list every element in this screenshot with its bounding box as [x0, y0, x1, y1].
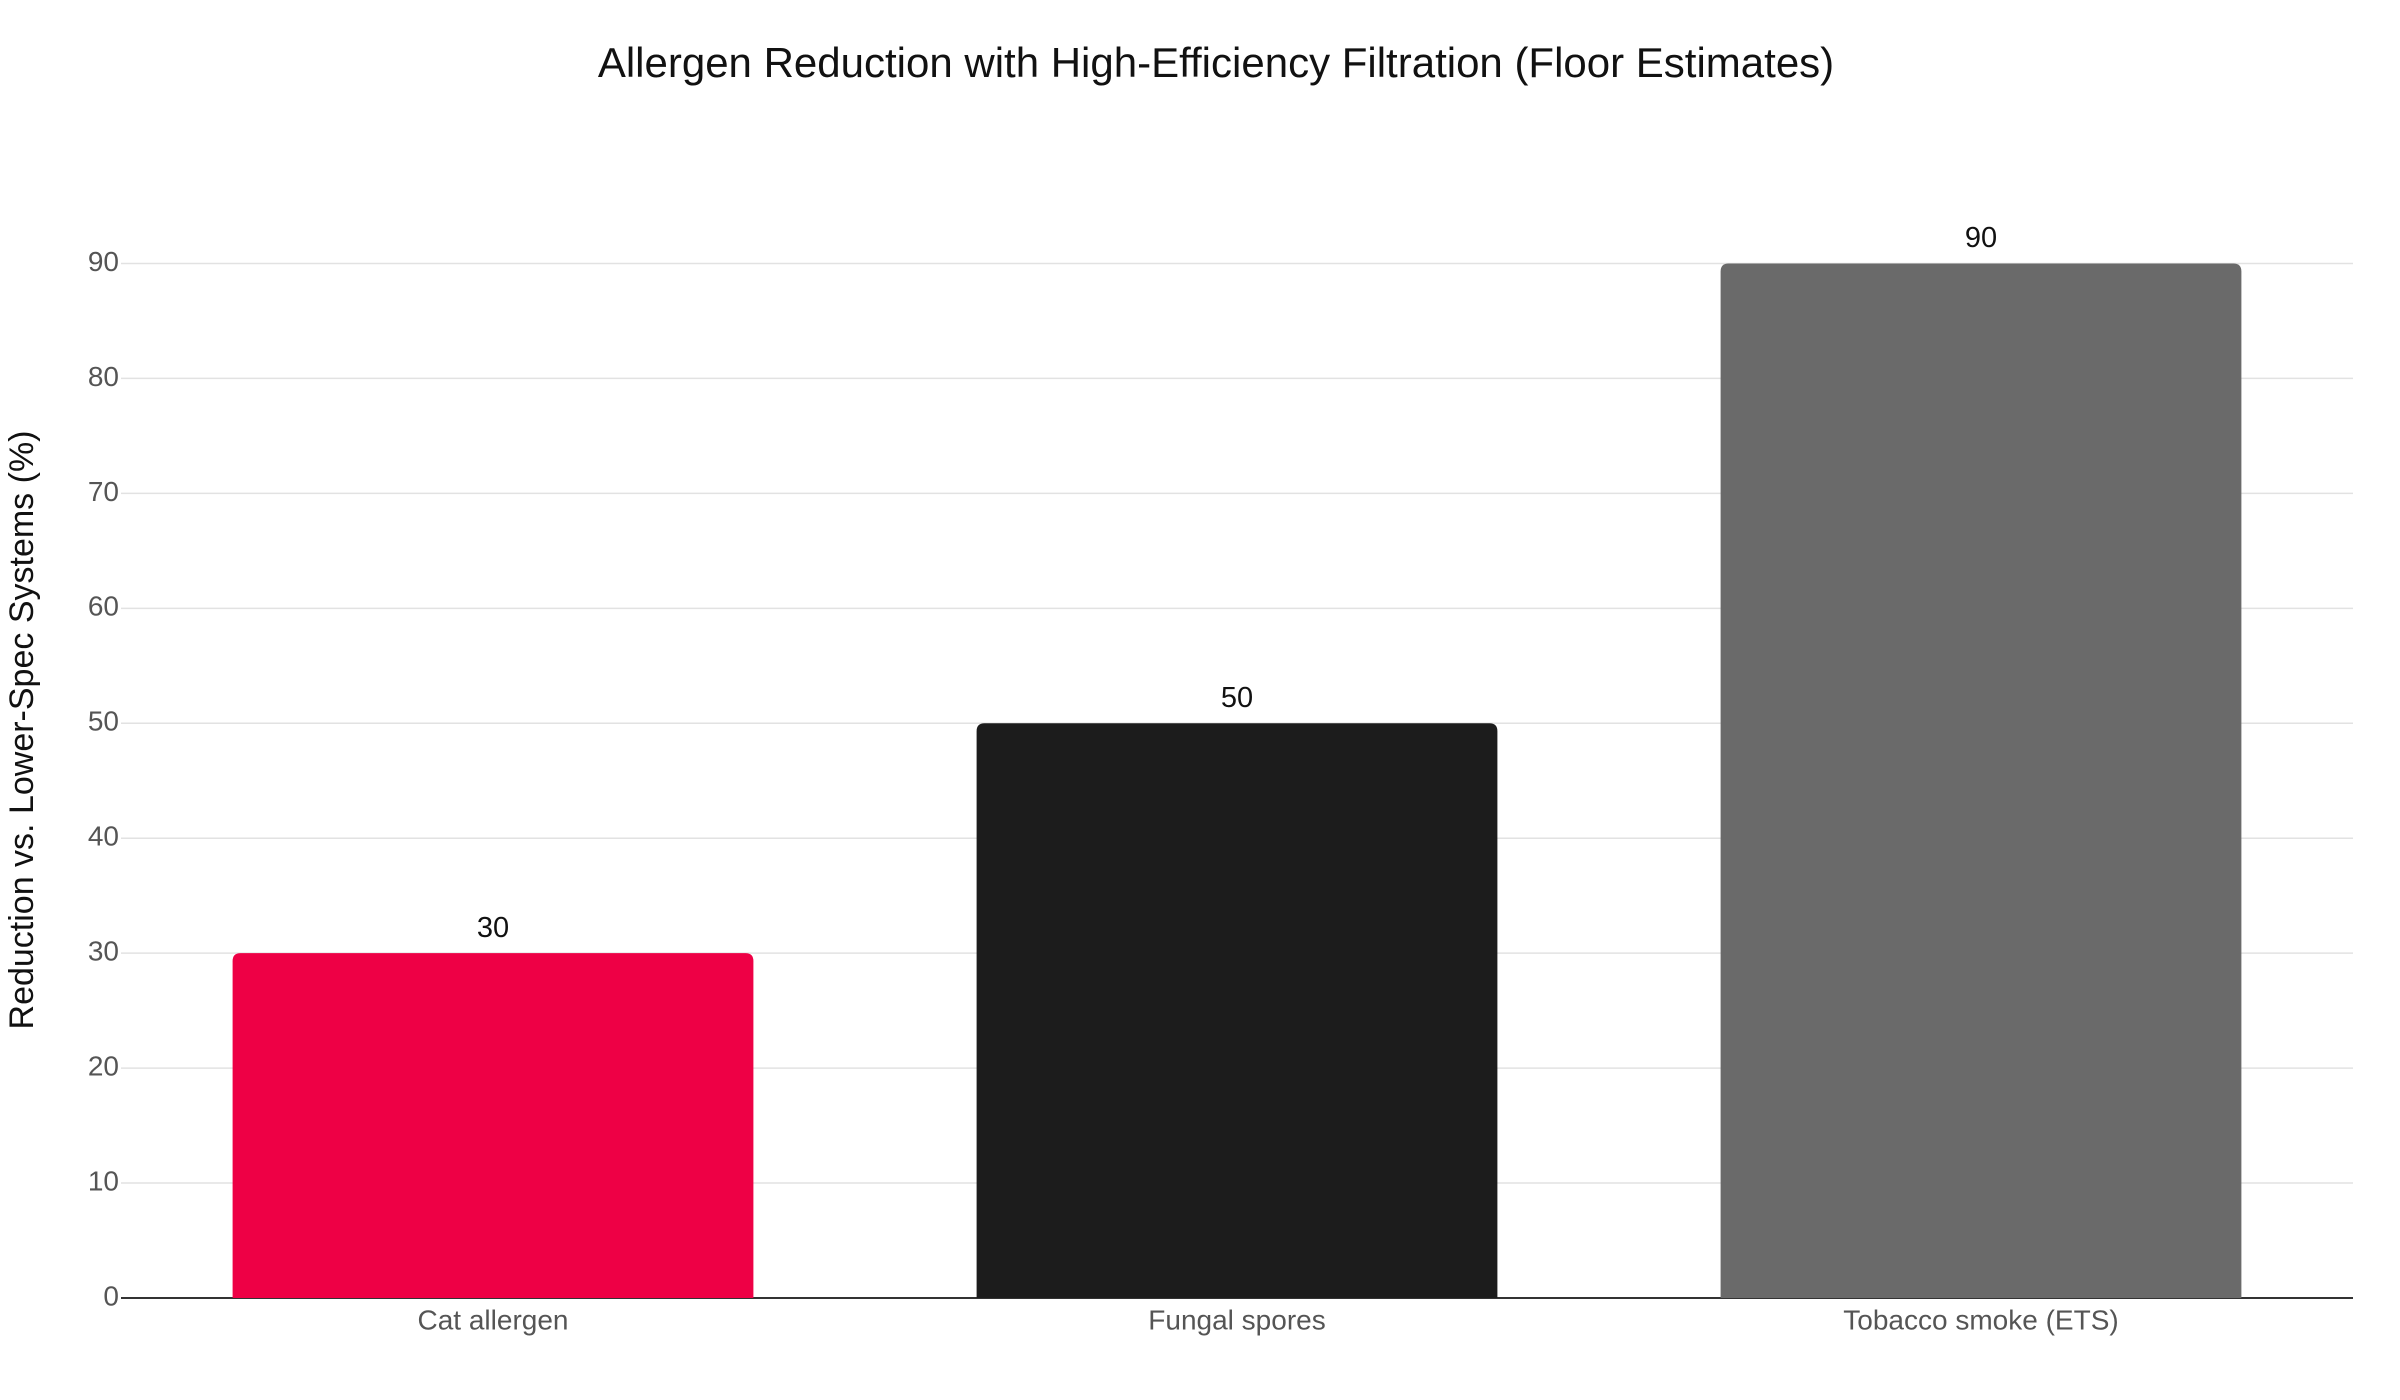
bar — [1720, 263, 2242, 1299]
y-tick-label: 20 — [88, 1050, 119, 1081]
y-tick-label: 70 — [88, 476, 119, 507]
y-tick-label: 80 — [88, 361, 119, 392]
bar — [232, 953, 754, 1298]
y-tick-label: 10 — [88, 1165, 119, 1196]
y-tick-label: 60 — [88, 591, 119, 622]
x-tick-label: Tobacco smoke (ETS) — [1843, 1304, 2118, 1335]
y-tick-label: 50 — [88, 706, 119, 737]
chart-title: Allergen Reduction with High-Efficiency … — [598, 39, 1834, 86]
y-tick-label: 90 — [88, 246, 119, 277]
value-label: 90 — [1965, 222, 1997, 254]
x-tick-label: Fungal spores — [1148, 1304, 1325, 1335]
y-tick-label: 40 — [88, 821, 119, 852]
value-label: 50 — [1221, 682, 1253, 714]
value-label: 30 — [477, 912, 509, 944]
y-axis-label: Reduction vs. Lower-Spec Systems (%) — [3, 431, 41, 1030]
y-tick-label: 30 — [88, 936, 119, 967]
x-tick-label: Cat allergen — [418, 1304, 569, 1335]
bar — [976, 723, 1498, 1298]
y-tick-label: 0 — [103, 1280, 119, 1311]
